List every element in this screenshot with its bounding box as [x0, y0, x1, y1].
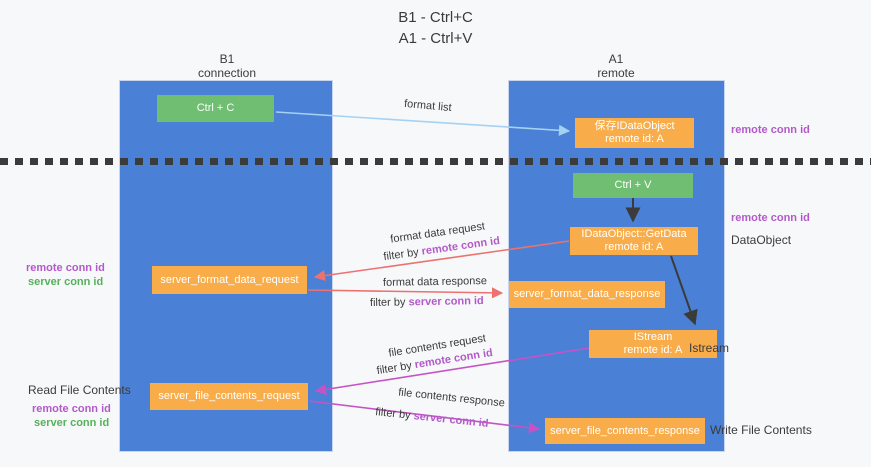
- server-format-data-request-box: server_format_data_request: [152, 266, 307, 294]
- server-file-contents-response-label: server_file_contents_response: [550, 424, 700, 437]
- istream-box: IStream remote id: A: [589, 330, 717, 358]
- remote-conn-id-annotation-2: remote conn id: [731, 212, 810, 224]
- filter-by-text: filter by: [382, 246, 420, 264]
- server-file-contents-response-box: server_file_contents_response: [545, 418, 705, 444]
- format-data-response-label: format data response: [382, 275, 488, 289]
- ctrl-c-label: Ctrl + C: [196, 102, 235, 114]
- title-line-2: A1 - Ctrl+V: [398, 30, 473, 47]
- right-column-header: A1 remote: [546, 52, 686, 80]
- dataobject-annotation: DataObject: [731, 233, 792, 247]
- write-file-contents-annotation: Write File Contents: [710, 423, 812, 437]
- istream-annotation: Istream: [689, 341, 730, 355]
- phase-separator-dashed-line: [0, 158, 871, 165]
- remote-conn-id-annotation-left-2: remote conn id: [32, 403, 111, 415]
- right-column-role: remote: [597, 66, 635, 80]
- server-format-data-response-label: server_format_data_response: [513, 288, 661, 300]
- getdata-box: IDataObject::GetData remote id: A: [570, 227, 698, 255]
- getdata-remote-id: remote id: A: [604, 241, 664, 253]
- diagram-title: B1 - Ctrl+C A1 - Ctrl+V: [0, 7, 871, 49]
- filter-by-text: filter by: [374, 406, 412, 422]
- istream-remote-id: remote id: A: [623, 344, 683, 356]
- left-column-role: connection: [197, 66, 257, 80]
- right-column-name: A1: [608, 52, 624, 66]
- left-column-header: B1 connection: [157, 52, 297, 80]
- server-conn-id-annotation-left-2: server conn id: [34, 417, 110, 429]
- server-conn-id-annotation-left-1: server conn id: [28, 276, 104, 288]
- format-data-response-arrow: [307, 287, 504, 299]
- format-list-label: format list: [403, 97, 453, 115]
- filter-by-text: filter by: [369, 296, 406, 309]
- server-file-contents-request-box: server_file_contents_request: [150, 383, 308, 410]
- ctrl-c-box: Ctrl + C: [157, 95, 274, 122]
- left-column-name: B1: [219, 52, 235, 66]
- ctrl-v-label: Ctrl + V: [614, 179, 652, 191]
- getdata-line1: IDataObject::GetData: [581, 228, 687, 240]
- read-file-contents-annotation: Read File Contents: [28, 383, 131, 397]
- server-format-data-request-label: server_format_data_request: [160, 273, 299, 286]
- filter-by-server-conn-id-label-1: filter by server conn id: [370, 295, 484, 309]
- save-dataobject-remote-id: remote id: A: [605, 133, 664, 145]
- istream-line1: IStream: [633, 331, 673, 343]
- server-file-contents-request-label: server_file_contents_request: [158, 390, 300, 402]
- ctrl-v-box: Ctrl + V: [573, 173, 693, 198]
- server-conn-id-text: server conn id: [408, 295, 484, 309]
- filter-by-server-conn-id-label-2: filter by server conn id: [375, 406, 489, 430]
- remote-conn-id-annotation-1: remote conn id: [731, 124, 810, 136]
- remote-conn-id-annotation-left-1: remote conn id: [26, 262, 105, 274]
- save-dataobject-line1: 保存IDataObject: [594, 120, 675, 132]
- server-conn-id-text: server conn id: [413, 410, 490, 430]
- title-line-1: B1 - Ctrl+C: [398, 9, 473, 26]
- filter-by-text: filter by: [375, 359, 413, 378]
- file-contents-response-label: file contents response: [397, 386, 506, 410]
- server-format-data-response-box: server_format_data_response: [509, 281, 665, 308]
- save-dataobject-box: 保存IDataObject remote id: A: [575, 118, 694, 148]
